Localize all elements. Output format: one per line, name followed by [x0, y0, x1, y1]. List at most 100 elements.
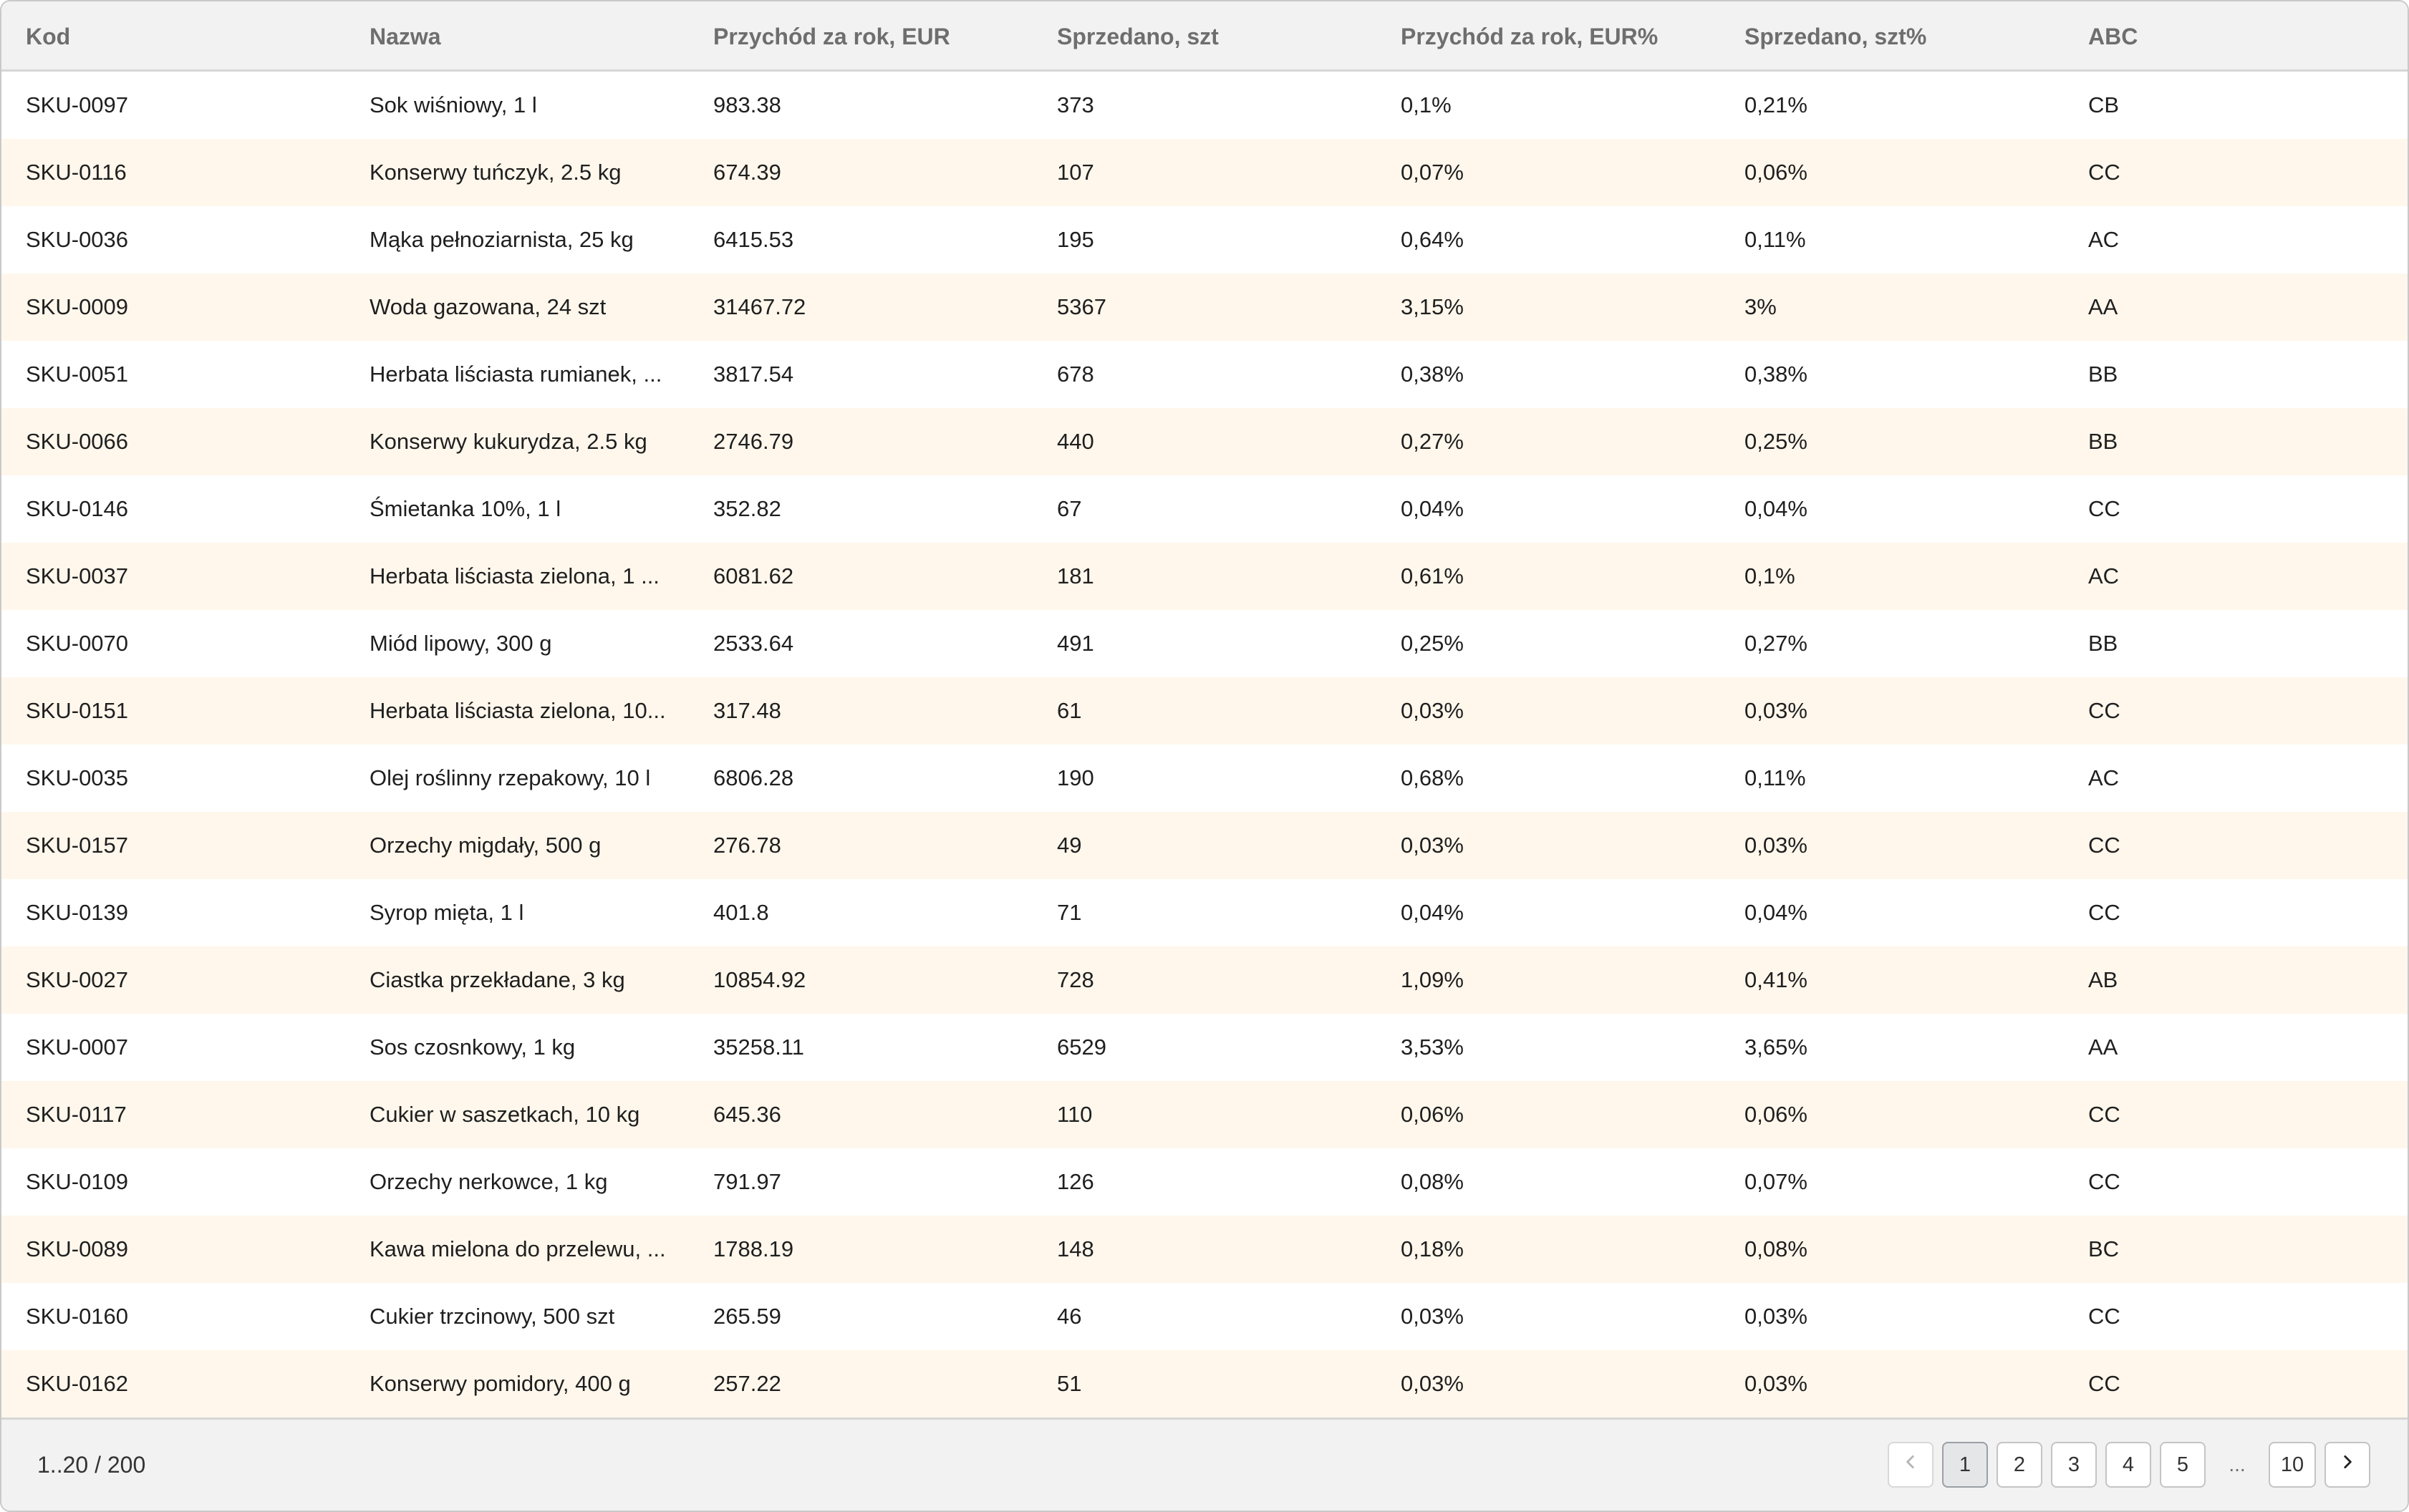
table-cell: 491 [1057, 631, 1094, 656]
table-cell: AC [2088, 563, 2120, 588]
table-cell: 5367 [1057, 294, 1106, 319]
table-cell: 0,1% [1744, 563, 1795, 588]
table-cell: 3817.54 [713, 362, 794, 387]
table-cell: AA [2088, 294, 2118, 319]
table-cell: 0,04% [1401, 900, 1464, 925]
table-row[interactable]: SKU-0117 Cukier w saszetkach, 10 kg 645.36… [1, 1081, 2408, 1148]
table-cell: 148 [1057, 1236, 1094, 1261]
table-cell: 0,07% [1744, 1169, 1807, 1194]
table-cell: SKU-0151 [26, 698, 129, 723]
table-cell: 0,03% [1744, 833, 1807, 858]
page-button-4[interactable]: 4 [2105, 1442, 2151, 1488]
table-cell: Woda gazowana, 24 szt [370, 294, 607, 319]
table-cell: BB [2088, 362, 2118, 387]
page-button-3[interactable]: 3 [2051, 1442, 2097, 1488]
table-cell: 0,06% [1401, 1102, 1464, 1127]
table-cell: 674.39 [713, 160, 781, 185]
table-cell: 107 [1057, 160, 1094, 185]
column-header-sold-percent[interactable]: Sprzedano, szt% [1744, 24, 1927, 49]
table-cell: 0,08% [1401, 1169, 1464, 1194]
table-cell: 0,27% [1744, 631, 1807, 656]
table-cell: SKU-0097 [26, 92, 129, 117]
table-cell: 0,04% [1744, 496, 1807, 521]
table-row[interactable]: SKU-0051 Herbata liściasta rumianek, ... 3… [1, 341, 2408, 408]
table-cell: 0,38% [1744, 362, 1807, 387]
table-cell: SKU-0027 [26, 967, 129, 992]
table-cell: 0,11% [1744, 227, 1806, 252]
table-cell: 0,21% [1744, 92, 1807, 117]
column-header-revenue-percent[interactable]: Przychód za rok, EUR% [1401, 24, 1659, 49]
column-header-sold[interactable]: Sprzedano, szt [1057, 24, 1219, 49]
table-cell: SKU-0146 [26, 496, 129, 521]
table-row[interactable]: SKU-0036 Mąka pełnoziarnista, 25 kg 6415.5… [1, 206, 2408, 273]
next-page-button[interactable] [2324, 1442, 2370, 1488]
table-row[interactable]: SKU-0116 Konserwy tuńczyk, 2.5 kg 674.39 10… [1, 139, 2408, 206]
page-button-5[interactable]: 5 [2160, 1442, 2206, 1488]
column-header-abc[interactable]: ABC [2088, 24, 2138, 49]
column-header-kod[interactable]: Kod [26, 24, 71, 49]
table-row[interactable]: SKU-0157 Orzechy migdały, 500 g 276.78 49 0,… [1, 812, 2408, 879]
table-cell: 51 [1057, 1371, 1082, 1396]
table-cell: 728 [1057, 967, 1094, 992]
table-cell: Ciastka przekładane, 3 kg [370, 967, 625, 992]
page-button-10[interactable]: 10 [2269, 1442, 2316, 1488]
table-cell: 10854.92 [713, 967, 806, 992]
table-cell: CC [2088, 496, 2120, 521]
table-cell: 317.48 [713, 698, 781, 723]
table-cell: Cukier trzcinowy, 500 szt [370, 1304, 615, 1329]
page-button-2[interactable]: 2 [1997, 1442, 2042, 1488]
table-cell: 0,38% [1401, 362, 1464, 387]
table-row[interactable]: SKU-0035 Olej roślinny rzepakowy, 10 l 680… [1, 745, 2408, 812]
table-cell: 0,64% [1401, 227, 1464, 252]
page-button-1[interactable]: 1 [1942, 1442, 1988, 1488]
table-row[interactable]: SKU-0097 Sok wiśniowy, 1 l 983.38 373 0,1% 0,… [1, 72, 2408, 139]
table-cell: 6415.53 [713, 227, 794, 252]
table-cell: SKU-0035 [26, 765, 129, 790]
table-cell: SKU-0139 [26, 900, 129, 925]
table-cell: 6081.62 [713, 563, 794, 588]
table-cell: AC [2088, 765, 2120, 790]
table-row[interactable]: SKU-0160 Cukier trzcinowy, 500 szt 265.59 4… [1, 1283, 2408, 1350]
table-row[interactable]: SKU-0007 Sos czosnkowy, 1 kg 35258.11 6529 3… [1, 1014, 2408, 1081]
table-cell: SKU-0162 [26, 1371, 129, 1396]
table-cell: SKU-0037 [26, 563, 129, 588]
table-cell: SKU-0070 [26, 631, 129, 656]
table-row[interactable]: SKU-0139 Syrop mięta, 1 l 401.8 71 0,04% 0,04… [1, 879, 2408, 946]
table-cell: 49 [1057, 833, 1082, 858]
table-row[interactable]: SKU-0109 Orzechy nerkowce, 1 kg 791.97 126 0… [1, 1148, 2408, 1216]
table-cell: Herbata liściasta zielona, 1 ... [370, 563, 660, 588]
table-row[interactable]: SKU-0009 Woda gazowana, 24 szt 31467.72 536… [1, 273, 2408, 341]
table-cell: Konserwy tuńczyk, 2.5 kg [370, 160, 622, 185]
column-header-nazwa[interactable]: Nazwa [370, 24, 441, 49]
table-row[interactable]: SKU-0027 Ciastka przekładane, 3 kg 10854.9… [1, 946, 2408, 1014]
table-row[interactable]: SKU-0146 Śmietanka 10%, 1 l 352.82 67 0,04% 0… [1, 475, 2408, 543]
table-cell: 35258.11 [713, 1034, 804, 1060]
table-row[interactable]: SKU-0162 Konserwy pomidory, 400 g 257.22 51… [1, 1350, 2408, 1418]
table-cell: CC [2088, 698, 2120, 723]
column-header-revenue[interactable]: Przychód za rok, EUR [713, 24, 950, 49]
table-cell: 373 [1057, 92, 1094, 117]
table-row[interactable]: SKU-0037 Herbata liściasta zielona, 1 ...… [1, 543, 2408, 610]
pagination-range: 1..20 / 200 [37, 1452, 146, 1478]
table-cell: SKU-0007 [26, 1034, 129, 1060]
table-cell: 0,08% [1744, 1236, 1807, 1261]
table-cell: CC [2088, 1371, 2120, 1396]
table-cell: 3% [1744, 294, 1777, 319]
prev-page-button[interactable] [1888, 1442, 1934, 1488]
table-row[interactable]: SKU-0070 Miód lipowy, 300 g 2533.64 491 0,25… [1, 610, 2408, 677]
table-cell: 67 [1057, 496, 1082, 521]
table-cell: BB [2088, 429, 2118, 454]
table-cell: SKU-0160 [26, 1304, 129, 1329]
table-cell: Sos czosnkowy, 1 kg [370, 1034, 576, 1060]
table-cell: 0,25% [1401, 631, 1464, 656]
table-row[interactable]: SKU-0066 Konserwy kukurydza, 2.5 kg 2746.7… [1, 408, 2408, 475]
table-cell: 0,03% [1401, 833, 1464, 858]
table-row[interactable]: SKU-0151 Herbata liściasta zielona, 10...… [1, 677, 2408, 745]
table-cell: SKU-0051 [26, 362, 129, 387]
table-cell: CB [2088, 92, 2120, 117]
table-cell: 257.22 [713, 1371, 781, 1396]
table-cell: Sok wiśniowy, 1 l [370, 92, 537, 117]
table-cell: BC [2088, 1236, 2120, 1261]
table-cell: Olej roślinny rzepakowy, 10 l [370, 765, 651, 790]
table-row[interactable]: SKU-0089 Kawa mielona do przelewu, ... 178… [1, 1216, 2408, 1283]
